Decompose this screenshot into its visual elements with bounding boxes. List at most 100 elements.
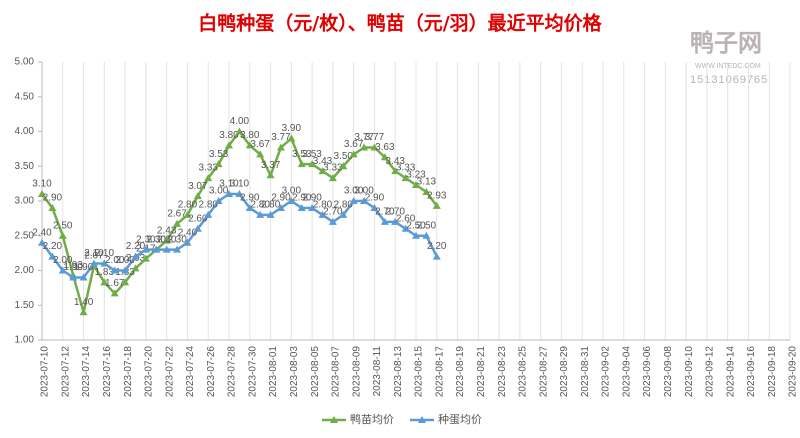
data-label: 2.30	[157, 234, 177, 245]
data-label: 2.60	[396, 213, 416, 224]
data-label: 3.50	[334, 151, 354, 162]
point	[308, 203, 317, 211]
x-tick-label: 2023-07-20	[144, 346, 155, 398]
point	[235, 190, 244, 198]
point	[214, 160, 223, 168]
point	[360, 143, 369, 151]
point	[380, 217, 389, 225]
point	[318, 210, 327, 218]
point	[432, 201, 441, 209]
data-label: 2.20	[43, 241, 63, 252]
data-label: 3.90	[282, 123, 302, 134]
point	[328, 217, 337, 225]
point	[58, 266, 67, 274]
x-tick-label: 2023-09-20	[788, 346, 799, 398]
data-label: 3.33	[396, 163, 416, 174]
data-label: 2.10	[84, 248, 104, 259]
data-label: 2.30	[147, 234, 167, 245]
data-label: 2.00	[115, 255, 135, 266]
point	[141, 254, 150, 262]
point	[38, 190, 46, 198]
point	[193, 192, 202, 200]
data-label: 2.43	[157, 225, 177, 236]
data-label: 3.77	[365, 132, 385, 143]
x-tick-label: 2023-07-26	[206, 346, 217, 398]
x-tick-label: 2023-09-10	[684, 346, 695, 398]
y-tick-label: 3.00	[15, 196, 35, 207]
point	[422, 187, 431, 195]
point	[401, 224, 410, 232]
point	[121, 278, 130, 286]
point	[297, 203, 306, 211]
point	[245, 203, 254, 211]
point	[193, 224, 202, 232]
x-tick-label: 2023-09-04	[621, 346, 632, 398]
point	[214, 197, 223, 204]
x-tick-label: 2023-08-27	[538, 346, 549, 398]
point	[69, 273, 78, 281]
point	[173, 245, 182, 253]
data-label: 2.00	[53, 255, 73, 266]
x-tick-label: 2023-08-25	[518, 346, 529, 398]
y-tick-label: 2.50	[15, 230, 35, 241]
x-tick-label: 2023-09-06	[642, 346, 653, 398]
data-label: 3.23	[406, 170, 426, 181]
x-tick-label: 2023-09-18	[767, 346, 778, 398]
point	[235, 127, 244, 135]
point	[183, 210, 192, 218]
point	[318, 167, 327, 175]
data-label: 1.83	[95, 267, 115, 278]
x-tick-label: 2023-07-16	[102, 346, 113, 398]
data-label: 2.10	[95, 248, 115, 259]
data-label: 2.60	[188, 213, 208, 224]
data-label: 2.90	[271, 193, 291, 204]
x-tick-label: 2023-08-29	[559, 346, 570, 398]
point	[152, 245, 161, 253]
x-tick-label: 2023-08-15	[414, 346, 425, 398]
point	[38, 238, 46, 246]
legend-label: 鸭苗均价	[350, 413, 394, 426]
y-tick-label: 2.00	[15, 265, 35, 276]
x-tick-label: 2023-09-02	[601, 346, 612, 398]
data-label: 3.67	[344, 139, 364, 150]
point	[100, 259, 109, 267]
x-tick-label: 2023-08-17	[434, 346, 445, 398]
data-label: 2.30	[147, 234, 167, 245]
point	[162, 236, 171, 244]
point	[131, 252, 140, 260]
point	[308, 160, 317, 168]
x-tick-label: 2023-09-16	[746, 346, 757, 398]
point	[131, 264, 140, 272]
x-tick-label: 2023-08-03	[289, 346, 300, 398]
data-label: 2.70	[375, 206, 395, 217]
data-label: 2.50	[417, 220, 437, 231]
data-label: 2.93	[427, 191, 447, 202]
data-label: 2.90	[292, 193, 312, 204]
x-tick-label: 2023-08-21	[476, 346, 487, 398]
data-label: 2.30	[167, 234, 187, 245]
point	[256, 210, 265, 218]
legend-marker	[330, 416, 338, 423]
x-tick-label: 2023-08-05	[310, 346, 321, 398]
point	[100, 278, 109, 286]
data-label: 3.10	[32, 179, 52, 190]
x-tick-label: 2023-09-08	[663, 346, 674, 398]
data-label: 3.00	[344, 186, 364, 197]
x-tick-label: 2023-07-28	[227, 346, 238, 398]
data-label: 3.80	[219, 130, 239, 141]
legend-label: 种蛋均价	[438, 412, 482, 426]
point	[89, 259, 98, 267]
data-label: 3.53	[209, 149, 229, 160]
point	[225, 141, 233, 149]
data-label: 2.40	[178, 227, 198, 238]
point	[276, 203, 285, 211]
point	[79, 273, 88, 281]
point	[297, 160, 306, 168]
point	[287, 134, 296, 142]
data-label: 2.50	[53, 220, 73, 231]
point	[360, 197, 369, 204]
data-label: 4.00	[230, 116, 250, 127]
data-label: 2.80	[178, 200, 198, 211]
data-label: 3.63	[375, 142, 395, 153]
x-tick-label: 2023-08-07	[331, 346, 342, 398]
